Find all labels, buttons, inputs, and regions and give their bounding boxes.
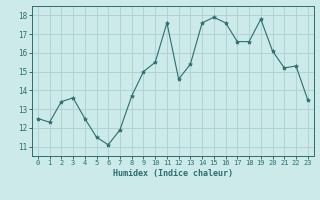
X-axis label: Humidex (Indice chaleur): Humidex (Indice chaleur) — [113, 169, 233, 178]
